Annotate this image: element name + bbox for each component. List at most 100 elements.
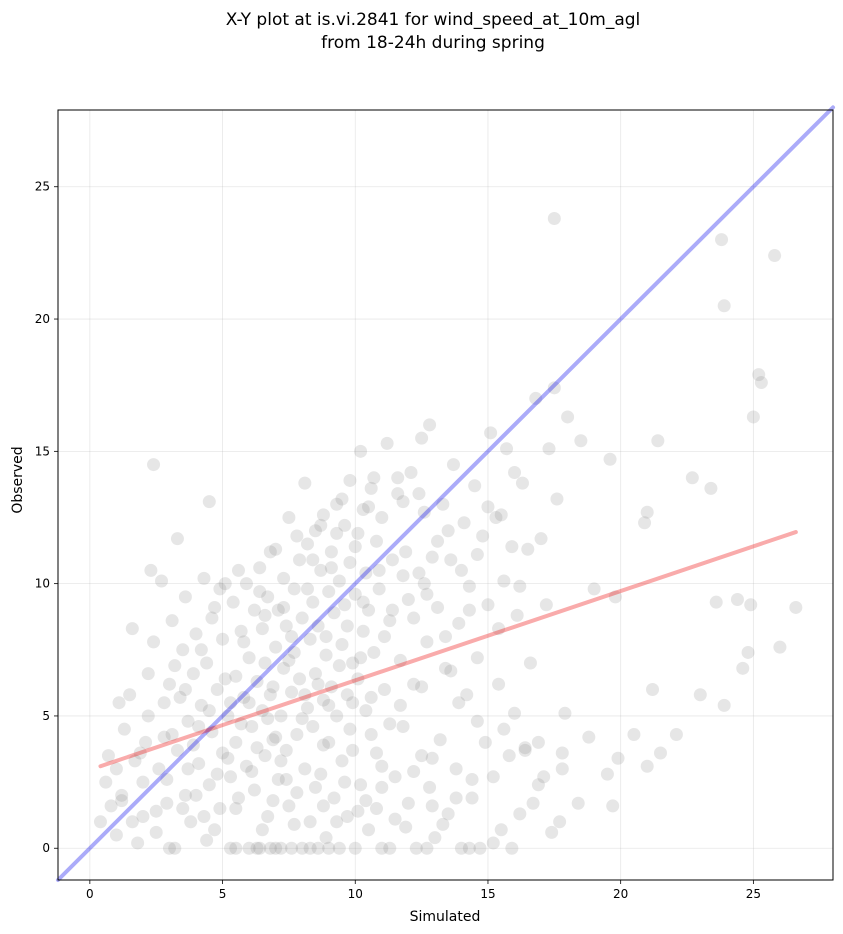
plot-frame: [57, 109, 834, 881]
data-point: [505, 841, 519, 855]
data-point: [460, 688, 474, 702]
data-point: [194, 643, 208, 657]
data-point: [431, 600, 445, 614]
data-point: [401, 796, 415, 810]
data-point: [250, 741, 264, 755]
data-point: [274, 709, 288, 723]
data-point: [210, 767, 224, 781]
data-point: [162, 677, 176, 691]
data-point: [510, 608, 524, 622]
data-point: [109, 828, 123, 842]
data-point: [261, 809, 275, 823]
data-point: [441, 524, 455, 538]
data-point: [282, 799, 296, 813]
data-point: [425, 550, 439, 564]
data-point: [324, 545, 338, 559]
data-point: [287, 817, 301, 831]
data-point: [571, 796, 585, 810]
data-point: [277, 600, 291, 614]
data-point: [367, 645, 381, 659]
data-point: [221, 751, 235, 765]
data-point: [93, 815, 107, 829]
data-point: [627, 727, 641, 741]
data-point: [351, 526, 365, 540]
data-point: [446, 458, 460, 472]
data-point: [545, 825, 559, 839]
data-point: [298, 762, 312, 776]
data-point: [523, 656, 537, 670]
data-point: [125, 815, 139, 829]
data-point: [136, 809, 150, 823]
data-point: [242, 696, 256, 710]
data-point: [773, 640, 787, 654]
data-point: [295, 841, 309, 855]
data-point: [393, 698, 407, 712]
data-point: [338, 775, 352, 789]
data-point: [189, 627, 203, 641]
data-point: [529, 391, 543, 405]
data-point: [141, 709, 155, 723]
data-point: [239, 577, 253, 591]
data-point: [202, 704, 216, 718]
data-point: [311, 677, 325, 691]
data-point: [200, 833, 214, 847]
data-point: [242, 841, 256, 855]
data-point: [486, 770, 500, 784]
data-point: [208, 600, 222, 614]
data-point: [518, 743, 532, 757]
data-point: [356, 624, 370, 638]
data-point: [221, 709, 235, 723]
data-point: [197, 571, 211, 585]
y-tick-label: 0: [42, 841, 50, 855]
data-point: [303, 632, 317, 646]
x-tick-label: 5: [219, 887, 227, 901]
data-point: [266, 794, 280, 808]
data-point: [239, 759, 253, 773]
data-point: [346, 743, 360, 757]
data-point: [423, 780, 437, 794]
data-point: [473, 841, 487, 855]
data-point: [178, 788, 192, 802]
data-point: [300, 701, 314, 715]
data-point: [170, 532, 184, 546]
data-point: [444, 553, 458, 567]
data-point: [486, 836, 500, 850]
data-point: [364, 690, 378, 704]
data-point: [425, 799, 439, 813]
data-point: [293, 672, 307, 686]
data-point: [717, 299, 731, 313]
data-point: [316, 693, 330, 707]
data-point: [200, 656, 214, 670]
data-point: [261, 590, 275, 604]
data-point: [229, 841, 243, 855]
data-point: [354, 651, 368, 665]
data-point: [274, 754, 288, 768]
data-point: [279, 619, 293, 633]
data-point: [109, 762, 123, 776]
data-point: [385, 603, 399, 617]
data-point: [229, 669, 243, 683]
data-point: [348, 841, 362, 855]
data-point: [285, 630, 299, 644]
data-point: [306, 720, 320, 734]
data-point: [508, 466, 522, 480]
data-point: [500, 442, 514, 456]
data-point: [653, 746, 667, 760]
data-point: [263, 841, 277, 855]
data-point: [176, 802, 190, 816]
data-point: [407, 611, 421, 625]
data-point: [415, 680, 429, 694]
data-point: [269, 542, 283, 556]
data-point: [354, 778, 368, 792]
data-point: [316, 508, 330, 522]
data-point: [279, 743, 293, 757]
data-point: [606, 799, 620, 813]
data-point: [534, 532, 548, 546]
data-point: [362, 823, 376, 837]
data-point: [468, 479, 482, 493]
data-point: [420, 635, 434, 649]
axis-ticks: 0 5 10 15 20 25 0 5 10 15 20 25: [35, 180, 761, 901]
data-point: [266, 680, 280, 694]
data-point: [638, 516, 652, 530]
data-point: [396, 569, 410, 583]
